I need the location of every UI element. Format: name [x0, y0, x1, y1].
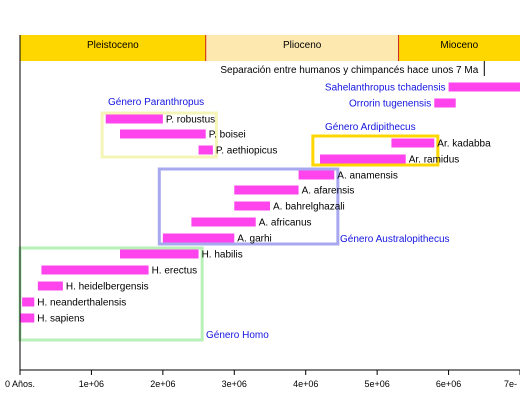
- epoch-pleistoceno: [20, 35, 206, 61]
- species-labels: Sahelanthropus tchadensis Orrorin tugenen…: [37, 83, 491, 325]
- genus-groups: Género Paranthropus Género Ardipithecus Gé…: [18, 97, 450, 342]
- epoch-band: Pleistoceno Plioceno Mioceno: [20, 35, 520, 61]
- group-label-g-nero-australopithecus: Género Australopithecus: [340, 234, 450, 245]
- label-ar-ramidus: Ar. ramidus: [409, 155, 460, 166]
- bar-sahelanthropus-tchadensis: [448, 82, 520, 92]
- group-box-g-nero-homo: [18, 246, 204, 342]
- label-a-garhi: A. garhi: [237, 234, 271, 245]
- group-label-g-nero-paranthropus: Género Paranthropus: [108, 97, 204, 108]
- group-box-g-nero-paranthropus: [100, 111, 218, 159]
- label-p-robustus: P. robustus: [166, 115, 215, 126]
- label-sahelanthropus-tchadensis: Sahelanthropus tchadensis: [325, 83, 446, 94]
- species-bars: [20, 82, 520, 323]
- label-h-habilis: H. habilis: [202, 250, 243, 261]
- bar-ar-kadabba: [391, 138, 435, 148]
- group-box-g-nero-ardipithecus: [311, 134, 440, 167]
- bar-a-africanus: [191, 217, 256, 227]
- bar-a-afarensis: [234, 185, 299, 195]
- epoch-label-mioceno: Mioceno: [440, 40, 478, 51]
- label-a-afarensis: A. afarensis: [302, 186, 355, 197]
- group-label-g-nero-ardipithecus: Género Ardipithecus: [325, 122, 416, 133]
- label-orrorin-tugenensis: Orrorin tugenensis: [349, 99, 431, 110]
- epoch-label-pleistoceno: Pleistoceno: [87, 40, 139, 51]
- group-label-g-nero-homo: Género Homo: [206, 330, 269, 341]
- bar-h-heidelbergensis: [37, 281, 63, 291]
- group-box-g-nero-australopithecus: [157, 167, 340, 246]
- bar-h-neanderthalensis: [22, 297, 35, 307]
- label-p-aethiopicus: P. aethiopicus: [216, 146, 278, 157]
- x-tick-label: 3e+06: [222, 379, 247, 389]
- label-p-boisei: P. boisei: [209, 130, 246, 141]
- label-a-bahrelghazali: A. bahrelghazali: [273, 202, 345, 213]
- bar-orrorin-tugenensis: [434, 98, 456, 108]
- epoch-mioceno: [398, 35, 520, 61]
- label-ar-kadabba: Ar. kadabba: [437, 139, 491, 150]
- x-tick-label: 5e+06: [365, 379, 390, 389]
- epoch-plioceno: [205, 35, 399, 61]
- epoch-label-plioceno: Plioceno: [283, 40, 322, 51]
- bar-h-habilis: [120, 249, 199, 259]
- bar-a-anamensis: [298, 170, 335, 180]
- bar-h-sapiens: [20, 313, 35, 323]
- bar-p-aethiopicus: [198, 145, 213, 155]
- bar-p-boisei: [120, 129, 206, 139]
- bar-p-robustus: [105, 114, 163, 124]
- label-h-neanderthalensis: H. neanderthalensis: [37, 298, 126, 309]
- bar-a-garhi: [162, 233, 235, 243]
- x-tick-label: 7e-: [504, 379, 517, 389]
- bar-a-bahrelghazali: [234, 201, 270, 211]
- x-axis: 0 Años. 1e+06 2e+06 3e+06 4e+06 5e+06 6e+06 7e-: [5, 35, 520, 389]
- x-tick-label: 6e+06: [436, 379, 461, 389]
- label-h-sapiens: H. sapiens: [37, 314, 84, 325]
- label-a-anamensis: A. anamensis: [337, 171, 398, 182]
- bar-ar-ramidus: [320, 154, 406, 164]
- x-tick-label: 0 Años.: [5, 379, 35, 389]
- label-h-erectus: H. erectus: [152, 266, 198, 277]
- label-h-heidelbergensis: H. heidelbergensis: [66, 282, 149, 293]
- bar-h-erectus: [41, 265, 149, 275]
- x-tick-label: 2e+06: [150, 379, 175, 389]
- divergence-label: Separación entre humanos y chimpancés ha…: [220, 65, 478, 76]
- x-tick-label: 4e+06: [293, 379, 318, 389]
- label-a-africanus: A. africanus: [259, 218, 312, 229]
- x-tick-label: 1e+06: [79, 379, 104, 389]
